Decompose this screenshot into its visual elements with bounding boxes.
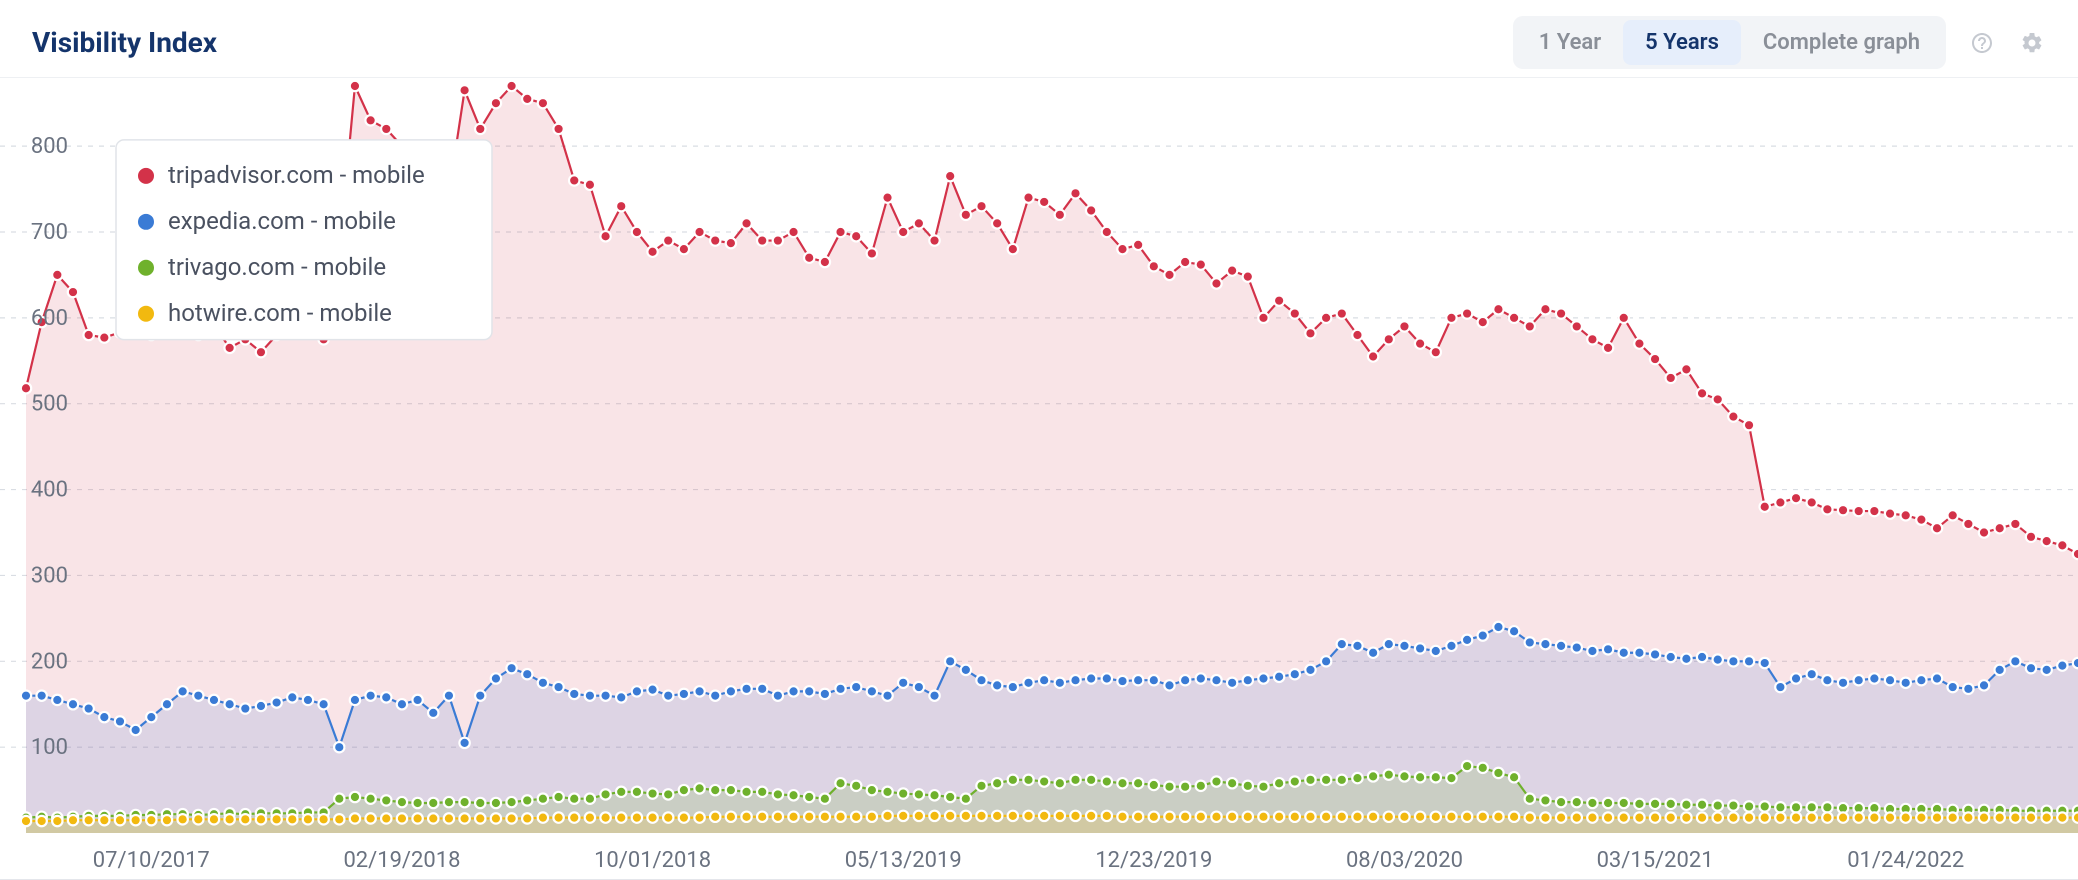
y-tick-label: 700: [31, 220, 68, 245]
y-tick-label: 200: [31, 649, 68, 674]
tab-5-years[interactable]: 5 Years: [1623, 20, 1741, 65]
x-tick-label: 10/01/2018: [594, 848, 711, 873]
x-tick-label: 01/24/2022: [1847, 848, 1964, 873]
y-tick-label: 300: [31, 563, 68, 588]
x-tick-label: 02/19/2018: [343, 848, 460, 873]
legend-item-label: hotwire.com - mobile: [168, 299, 392, 327]
x-tick-label: 08/03/2020: [1346, 848, 1463, 873]
chart-legend: tripadvisor.com - mobile expedia.com - mo…: [116, 140, 492, 340]
y-tick-label: 600: [31, 306, 68, 331]
x-tick-label: 05/13/2019: [845, 848, 962, 873]
y-tick-label: 400: [31, 478, 68, 503]
x-tick-label: 07/10/2017: [93, 848, 210, 873]
tab-complete-graph[interactable]: Complete graph: [1741, 20, 1942, 65]
y-tick-label: 100: [31, 735, 68, 760]
legend-item-label: tripadvisor.com - mobile: [168, 161, 425, 189]
y-tick-label: 500: [31, 392, 68, 417]
panel-title: Visibility Index: [32, 26, 217, 59]
legend-item-label: expedia.com - mobile: [168, 207, 396, 235]
tab-1-year[interactable]: 1 Year: [1517, 20, 1623, 65]
chart-area: 100 200 300 400 500 600 700 800 07/10/2017 02/19…: [0, 78, 2078, 879]
x-axis: 07/10/2017 02/19/2018 10/01/2018 05/13/2019…: [93, 848, 1964, 873]
visibility-index-panel: Visibility Index 1 Year 5 Years Complete…: [0, 0, 2078, 880]
header-controls: 1 Year 5 Years Complete graph: [1513, 16, 2046, 69]
x-tick-label: 03/15/2021: [1597, 848, 1714, 873]
x-tick-label: 12/23/2019: [1095, 848, 1212, 873]
help-icon[interactable]: [1968, 29, 1996, 57]
time-range-tabs: 1 Year 5 Years Complete graph: [1513, 16, 1946, 69]
panel-header: Visibility Index 1 Year 5 Years Complete…: [0, 0, 2078, 78]
legend-item-label: trivago.com - mobile: [168, 253, 386, 281]
y-tick-label: 800: [31, 134, 68, 159]
visibility-chart-svg: 100 200 300 400 500 600 700 800 07/10/2017 02/19…: [0, 78, 2078, 879]
gear-icon[interactable]: [2018, 29, 2046, 57]
